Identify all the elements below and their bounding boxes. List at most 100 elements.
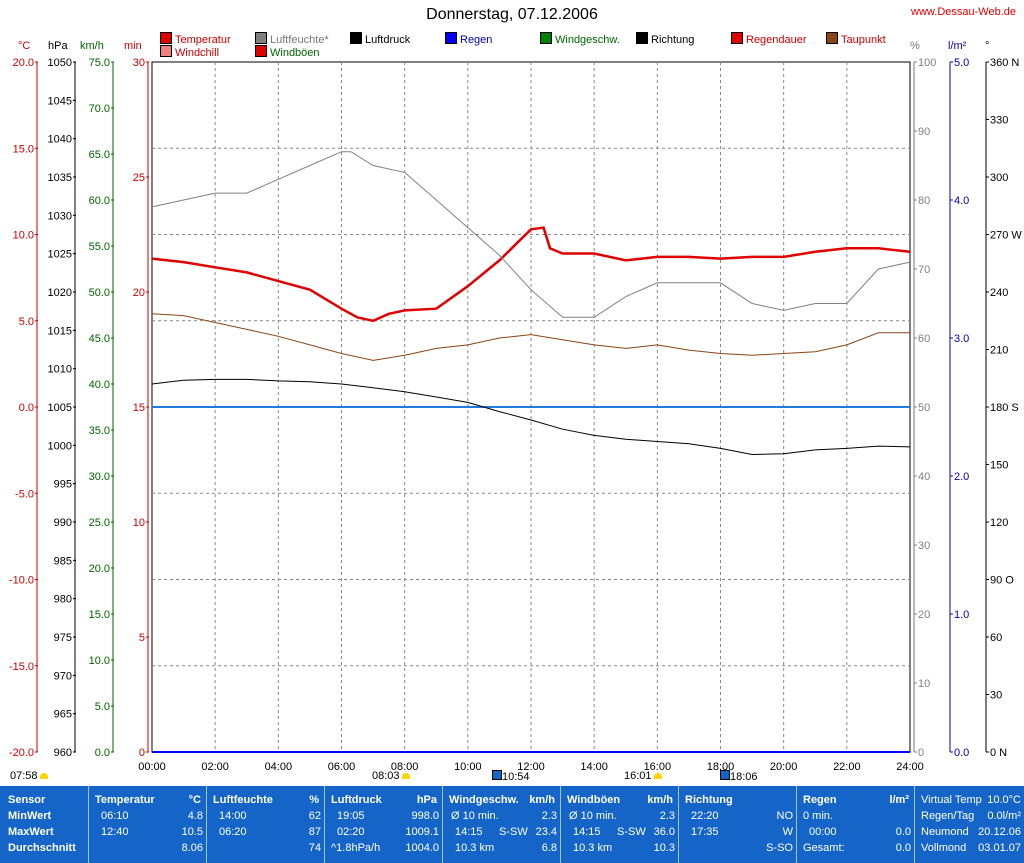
y-tick-label-temperature_c: 20.0 [13,57,34,69]
cell: 0.0 [895,842,911,854]
x-tick-label: 02:00 [201,761,229,773]
y-tick-label-direction_deg: 120 [990,517,1008,529]
series-line-taupunkt [151,313,910,361]
legend-regendauer: Regendauer [731,32,807,46]
y-tick-label-direction_deg: 240 [990,287,1008,299]
cell: 19:05 [337,810,365,822]
col-header: Regen [803,794,837,806]
sunrise-time: 07:58 [10,770,38,782]
cell: 0 min. [803,810,833,822]
sunrise-label: 07:58 [10,770,48,782]
y-tick-label-humidity_pct: 80 [918,195,930,207]
moon-icon [720,770,730,780]
col-header: Windböen [567,794,621,806]
legend-temperatur: Temperatur [160,32,231,46]
y-tick-label-wind_kmh: 5.0 [95,701,110,713]
mark1-time: 08:03 [372,770,400,782]
unit-kmh: km/h [80,40,104,52]
unit-min: min [124,40,142,52]
y-tick-label-temperature_c: -15.0 [9,661,34,673]
y-tick-label-wind_kmh: 25.0 [89,517,110,529]
cell: W [782,826,793,838]
col-luftdruck: Luftdruck hPa 19:05 998.0 02:20 1009.1 ^1.… [324,786,443,863]
legend-swatch [445,32,457,44]
legend-swatch [826,32,838,44]
y-tick-label-wind_kmh: 55.0 [89,241,110,253]
legend-label: Regen [460,34,493,46]
col-sensor: Sensor MinWert MaxWert Durchschnitt [0,786,88,863]
col-unit: km/h [647,794,673,806]
y-tick-label-pressure_hpa: 995 [54,479,72,491]
cell: 23.4 [535,826,557,838]
y-tick-label-wind_kmh: 20.0 [89,563,110,575]
legend-swatch [350,32,362,44]
legend-regen: Regen [445,32,492,46]
x-tick-label: 12:00 [517,761,545,773]
series-line-luftdruck [151,378,911,456]
legend-label: Temperatur [175,34,231,46]
unit-hpa: hPa [48,40,68,52]
col-richtung: Richtung 22:20 NO 17:35 W S-SO [678,786,797,863]
side-value: 0.0l/m² [987,810,1021,822]
x-tick-label: 06:00 [328,761,356,773]
y-tick-label-wind_kmh: 30.0 [89,471,110,483]
y-tick-label-rain_lm2: 3.0 [954,333,969,345]
weather-chart: 00:00 02:00 04:00 06:00 08:00 10:00 12:00 14:00… [9,57,1022,773]
x-tick-label: 20:00 [770,761,798,773]
y-tick-label-humidity_pct: 20 [918,609,930,621]
col-unit: °C [188,794,201,806]
y-tick-label-humidity_pct: 70 [918,264,930,276]
y-tick-label-pressure_hpa: 975 [54,632,72,644]
y-tick-label-pressure_hpa: 1015 [48,325,72,337]
sunrise-icon [39,773,48,779]
side-label: Virtual Temp [921,794,982,806]
legend-swatch [540,32,552,44]
y-tick-label-rain_duration_min: 0 [139,747,145,759]
stats-table: Sensor MinWert MaxWert Durchschnitt Temp… [0,786,1024,863]
cell: 6.8 [541,842,557,854]
y-tick-label-pressure_hpa: 1005 [48,402,72,414]
side-label: Regen/Tag [921,810,975,822]
mark2-label: 10:54 [492,770,530,783]
legend-swatch [160,32,172,44]
legend-label: Windböen [270,47,320,59]
y-tick-label-direction_deg: 210 [990,345,1008,357]
y-tick-label-pressure_hpa: 1035 [48,172,72,184]
y-tick-label-wind_kmh: 45.0 [89,333,110,345]
page-title: Donnerstag, 07.12.2006 [426,6,598,23]
col-unit: % [309,794,319,806]
cell: 2.3 [541,810,557,822]
x-tick-label: 22:00 [833,761,861,773]
series-line-temperatur [151,226,911,323]
cell: 14:00 [219,810,247,822]
legend-label: Regendauer [746,34,807,46]
legend-label: Taupunkt [841,34,886,46]
y-tick-label-direction_deg: 30 [990,690,1002,702]
y-tick-label-humidity_pct: 10 [918,678,930,690]
unit-lm2: l/m² [948,40,967,52]
sunset-icon [653,773,662,779]
y-tick-label-wind_kmh: 10.0 [89,655,110,667]
legend-label: Windchill [175,47,220,59]
col-header: Richtung [685,794,733,806]
y-tick-label-direction_deg: 300 [990,172,1008,184]
legend-windgeschw: Windgeschw. [540,32,620,46]
series-line-luftfeuchte [151,151,911,318]
x-tick-label: 24:00 [896,761,924,773]
cell: 06:10 [101,810,129,822]
cell: 62 [308,810,321,822]
mark3-label: 18:06 [720,770,758,783]
y-tick-label-direction_deg: 60 [990,632,1002,644]
cell: 1004.0 [405,842,439,854]
legend-swatch [731,32,743,44]
cell: 998.0 [411,810,439,822]
cell: 10.3 [653,842,675,854]
row-label: Durchschnitt [8,842,76,854]
brand-link[interactable]: www.Dessau-Web.de [911,6,1016,18]
side-value: 10.0°C [987,794,1021,806]
y-tick-label-direction_deg: 150 [990,460,1008,472]
y-tick-label-rain_duration_min: 15 [133,402,145,414]
col-unit: hPa [416,794,437,806]
y-tick-label-rain_lm2: 0.0 [954,747,969,759]
cell: Ø 10 min. [451,810,499,822]
